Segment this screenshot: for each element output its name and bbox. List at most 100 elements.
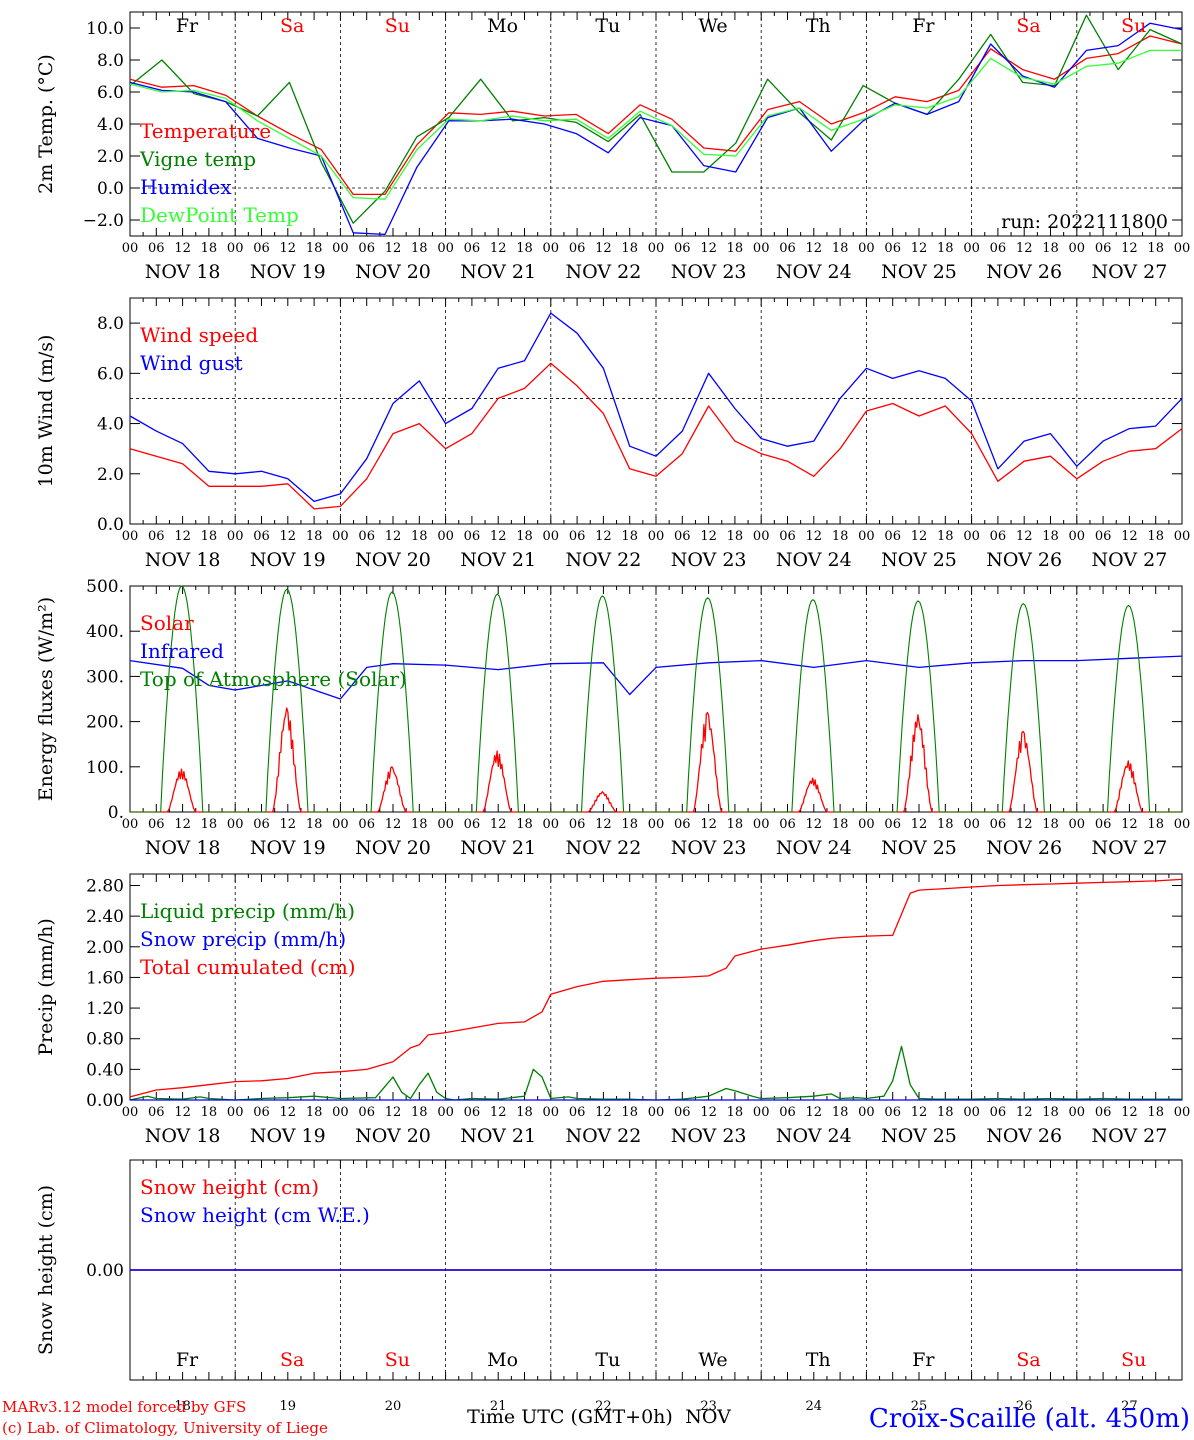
legend-entry: Infrared	[140, 639, 224, 663]
x-hour-label: 06	[1095, 1105, 1112, 1120]
x-hour-label: 18	[621, 529, 638, 544]
x-hour-label: 12	[911, 241, 928, 256]
x-hour-label: 00	[1069, 529, 1086, 544]
x-hour-label: 00	[332, 1105, 349, 1120]
x-hour-label: 12	[595, 817, 612, 832]
x-hour-label: 12	[1121, 1105, 1138, 1120]
x-hour-label: 06	[358, 817, 375, 832]
day-number-label: 21	[490, 1399, 507, 1414]
x-hour-label: 00	[1069, 241, 1086, 256]
temperature-panel: 00 06 12 18 NOV 18 00 06 12 18 NOV 19 00 06 12 18 NOV …	[35, 11, 1190, 283]
y-tick-label: 2.40	[86, 907, 124, 927]
x-hour-label: 12	[174, 241, 191, 256]
x-hour-label: 18	[1042, 529, 1059, 544]
x-hour-label: 06	[253, 1105, 270, 1120]
day-name-label: Sa	[1016, 1349, 1040, 1371]
x-hour-label: 18	[1147, 817, 1164, 832]
x-hour-label: 00	[1174, 1105, 1191, 1120]
x-date-label: NOV 18	[145, 1125, 221, 1147]
x-hour-label: 06	[990, 529, 1007, 544]
day-name-label: Sa	[280, 1349, 304, 1371]
x-hour-label: 06	[464, 1105, 481, 1120]
day-number-label: 27	[1121, 1399, 1138, 1414]
day-name-label: Fr	[912, 1349, 935, 1371]
x-hour-label: 18	[306, 817, 323, 832]
y-tick-label: 4.0	[97, 115, 124, 135]
legend-entry: Total cumulated (cm)	[140, 955, 356, 979]
x-date-label: NOV 20	[355, 837, 431, 859]
y-tick-label: 6.0	[97, 83, 124, 103]
series-dewpoint-temp	[129, 49, 1182, 200]
x-hour-label: 00	[332, 817, 349, 832]
x-hour-label: 06	[464, 241, 481, 256]
x-hour-label: 06	[253, 241, 270, 256]
y-tick-label: 0.0	[97, 515, 124, 535]
x-hour-label: 18	[937, 241, 954, 256]
x-hour-label: 12	[700, 529, 717, 544]
day-number-label: 24	[806, 1399, 823, 1414]
x-date-label: NOV 22	[565, 1125, 641, 1147]
x-hour-label: 12	[911, 817, 928, 832]
x-hour-label: 18	[1042, 241, 1059, 256]
x-hour-label: 06	[674, 1105, 691, 1120]
x-hour-label: 00	[858, 817, 875, 832]
x-date-label: NOV 27	[1091, 261, 1167, 283]
x-date-label: NOV 24	[776, 549, 852, 571]
x-hour-label: 12	[595, 1105, 612, 1120]
day-name-label: Tu	[595, 1349, 620, 1371]
y-tick-label: 500.	[86, 577, 124, 597]
series-wind-gust	[129, 312, 1183, 503]
x-hour-label: 18	[1042, 1105, 1059, 1120]
x-hour-label: 12	[490, 1105, 507, 1120]
x-hour-label: 18	[621, 1105, 638, 1120]
x-hour-label: 06	[1095, 241, 1112, 256]
run-label: run: 2022111800	[1001, 211, 1168, 233]
x-hour-label: 18	[201, 241, 218, 256]
y-tick-label: 8.0	[97, 51, 124, 71]
x-date-label: NOV 26	[986, 1125, 1062, 1147]
x-hour-label: 00	[858, 529, 875, 544]
day-number-label: 23	[700, 1399, 717, 1414]
x-date-label: NOV 18	[145, 837, 221, 859]
x-hour-label: 12	[385, 817, 402, 832]
y-tick-label: 0.40	[86, 1060, 124, 1080]
day-name-label: Mo	[487, 1349, 518, 1371]
precip-panel: 00 06 12 18 NOV 18 00 06 12 18 NOV 19 00 06 12 18 NOV …	[35, 873, 1191, 1147]
day-name-label: Th	[806, 1349, 831, 1371]
legend-entry: Snow height (cm W.E.)	[140, 1203, 370, 1227]
x-hour-label: 18	[306, 1105, 323, 1120]
day-name-label: Su	[1121, 15, 1146, 37]
energy-flux-panel: 00 06 12 18 NOV 18 00 06 12 18 NOV 19 00 06 12 18 NOV …	[35, 577, 1190, 859]
y-tick-label: −2.0	[83, 211, 124, 231]
y-tick-label: 0.00	[86, 1261, 124, 1281]
x-hour-label: 18	[621, 241, 638, 256]
y-tick-label: 400.	[86, 622, 124, 642]
x-hour-label: 00	[753, 817, 770, 832]
legend-entry: Snow precip (mm/h)	[140, 927, 346, 951]
x-date-label: NOV 27	[1091, 837, 1167, 859]
x-hour-label: 00	[122, 529, 139, 544]
x-hour-label: 18	[832, 529, 849, 544]
x-hour-label: 12	[700, 241, 717, 256]
legend-entry: Liquid precip (mm/h)	[140, 899, 355, 923]
x-hour-label: 00	[122, 1105, 139, 1120]
x-hour-label: 00	[332, 241, 349, 256]
legend-entry: Solar	[140, 611, 194, 635]
day-name-label: Sa	[1016, 15, 1040, 37]
y-axis-title: Precip (mm/h)	[35, 918, 57, 1056]
x-date-label: NOV 25	[881, 549, 957, 571]
legend-entry: Vigne temp	[139, 147, 256, 171]
x-hour-label: 06	[674, 241, 691, 256]
x-date-label: NOV 20	[355, 549, 431, 571]
x-date-label: NOV 26	[986, 837, 1062, 859]
x-hour-label: 06	[253, 529, 270, 544]
x-hour-label: 06	[253, 817, 270, 832]
x-hour-label: 00	[227, 529, 244, 544]
x-hour-label: 12	[911, 1105, 928, 1120]
day-name-label: Fr	[176, 1349, 199, 1371]
x-hour-label: 00	[332, 529, 349, 544]
x-hour-label: 06	[148, 817, 165, 832]
x-hour-label: 00	[648, 529, 665, 544]
x-hour-label: 06	[1095, 817, 1112, 832]
